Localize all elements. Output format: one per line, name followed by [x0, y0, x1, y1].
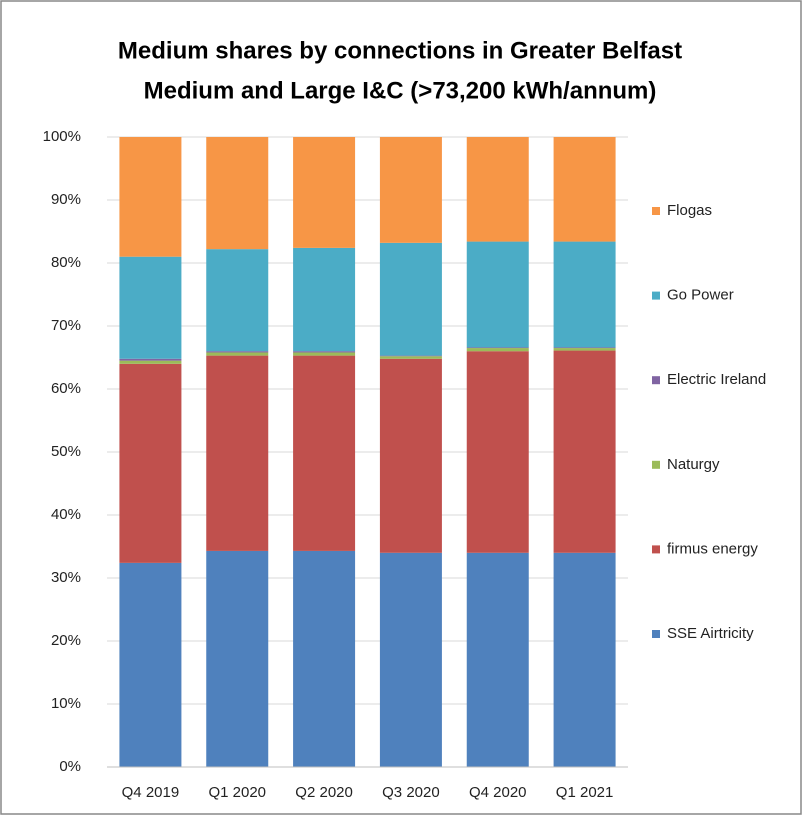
bar-segment	[553, 241, 616, 348]
legend-swatch	[652, 460, 660, 469]
bar-segment	[553, 350, 616, 553]
bar-segment	[553, 552, 616, 767]
bar-segment	[466, 552, 529, 767]
bar-segment	[119, 256, 182, 359]
bar-segment	[293, 352, 356, 356]
bar-segment	[206, 355, 269, 551]
bar-segment	[466, 347, 529, 349]
bar-segment	[206, 249, 269, 352]
y-tick-label: 100%	[43, 128, 81, 145]
y-tick-label: 80%	[51, 254, 81, 271]
bar-segment	[293, 351, 356, 353]
y-tick-label: 90%	[51, 191, 81, 208]
bar-segment	[466, 348, 529, 352]
legend-swatch	[652, 291, 660, 300]
y-tick-label: 70%	[51, 317, 81, 334]
y-tick-label: 10%	[51, 695, 81, 712]
legend-swatch	[652, 376, 660, 385]
legend-label: Naturgy	[667, 456, 720, 473]
legend-label: Go Power	[667, 287, 734, 304]
legend-label: SSE Airtricity	[667, 625, 754, 642]
bar-segment	[379, 358, 442, 553]
bar-segment	[206, 351, 269, 353]
bar-segment	[553, 348, 616, 351]
legend-swatch	[652, 630, 660, 638]
bar-segment	[119, 137, 182, 257]
y-tick-label: 0%	[59, 758, 81, 775]
bar-segment	[293, 137, 356, 248]
legend-label: Flogas	[667, 202, 712, 219]
x-tick-label: Q3 2020	[382, 784, 440, 801]
bar-segment	[293, 550, 356, 767]
bar-segment	[553, 137, 616, 242]
bar-segment	[379, 242, 442, 356]
legend-label: firmus energy	[667, 540, 758, 557]
bar-segment	[466, 351, 529, 553]
y-tick-label: 20%	[51, 632, 81, 649]
bar-segment	[379, 355, 442, 357]
legend-label: Electric Ireland	[667, 371, 766, 388]
x-tick-label: Q4 2020	[469, 784, 527, 801]
legend-swatch	[652, 207, 660, 215]
y-tick-label: 40%	[51, 506, 81, 523]
bar-segment	[119, 358, 182, 361]
legend-swatch	[652, 545, 660, 554]
chart-title: Medium shares by connections in Greater …	[118, 37, 682, 64]
y-tick-label: 60%	[51, 380, 81, 397]
x-tick-label: Q1 2020	[208, 784, 266, 801]
bar-segment	[206, 137, 269, 250]
bar-segment	[206, 550, 269, 767]
bar-segment	[379, 137, 442, 243]
bar-segment	[119, 360, 182, 364]
x-tick-label: Q2 2020	[295, 784, 353, 801]
bar-segment	[293, 247, 356, 352]
bar-segment	[379, 552, 442, 767]
bar-segment	[206, 352, 269, 356]
bar-segment	[553, 347, 616, 349]
bar-segment	[466, 137, 529, 242]
y-tick-label: 50%	[51, 443, 81, 460]
x-tick-label: Q4 2019	[122, 784, 180, 801]
bar-segment	[119, 363, 182, 563]
chart-title: Medium and Large I&C (>73,200 kWh/annum)	[144, 77, 657, 104]
bar-segment	[119, 562, 182, 767]
x-tick-label: Q1 2021	[556, 784, 614, 801]
bar-segment	[466, 241, 529, 348]
bar-segment	[379, 356, 442, 359]
bar-segment	[293, 355, 356, 551]
y-tick-label: 30%	[51, 569, 81, 586]
